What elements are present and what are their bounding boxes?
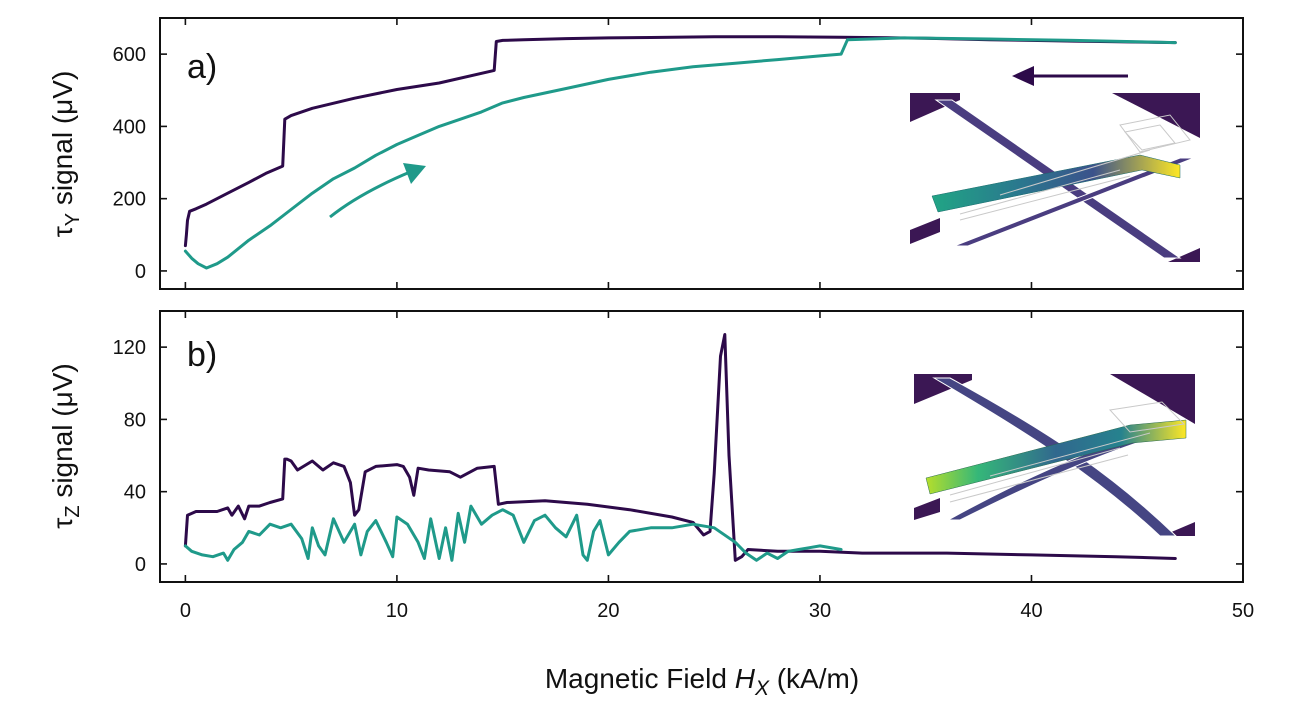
x-tick-label: 10 [386, 600, 408, 622]
x-tick-label: 30 [809, 600, 831, 622]
y-tick-label: 400 [113, 116, 146, 138]
series-line-sweep_up_tail [846, 36, 1177, 45]
y-tick-label: 0 [135, 554, 146, 576]
panel-b-frame [159, 310, 1244, 583]
y-tick-label: 120 [113, 337, 146, 359]
panel-a-frame [159, 17, 1244, 290]
series-line-sweep_down [183, 35, 1177, 248]
panel-b: 0 10 20 30 40 50 0 40 80 120 b) [113, 310, 1254, 622]
panel-b-series [183, 333, 1177, 562]
series-line-sweep_up [183, 504, 843, 562]
sweep-down-arrow-icon [1012, 66, 1128, 86]
x-axis-title: Magnetic Field HX (kA/m) [545, 663, 859, 700]
sweep-up-arrow-icon [329, 163, 426, 219]
y-tick-label: 0 [135, 261, 146, 283]
panel-a-y-axis-title: τY signal (μV) [47, 71, 84, 238]
cantilever-inset-a [910, 93, 1200, 262]
x-tick-label: 20 [597, 600, 619, 622]
panel-a: 0 200 400 600 a) [113, 17, 1244, 290]
panel-b-ticks: 0 10 20 30 40 50 0 40 80 120 [113, 311, 1254, 622]
panel-a-label: a) [187, 48, 217, 86]
series-line-sweep_down [183, 333, 1177, 562]
x-tick-label: 40 [1020, 600, 1042, 622]
panel-a-series [183, 35, 1177, 270]
x-tick-label: 0 [180, 600, 191, 622]
x-tick-label: 50 [1232, 600, 1254, 622]
cantilever-inset-b [914, 374, 1195, 537]
panel-a-ticks: 0 200 400 600 [113, 18, 1244, 289]
panel-b-label: b) [187, 336, 217, 374]
series-line-sweep_up [183, 38, 849, 270]
y-tick-label: 200 [113, 189, 146, 211]
panel-b-y-axis-title: τZ signal (μV) [47, 363, 84, 528]
y-tick-label: 600 [113, 44, 146, 66]
y-tick-label: 80 [124, 409, 146, 431]
y-tick-label: 40 [124, 482, 146, 504]
